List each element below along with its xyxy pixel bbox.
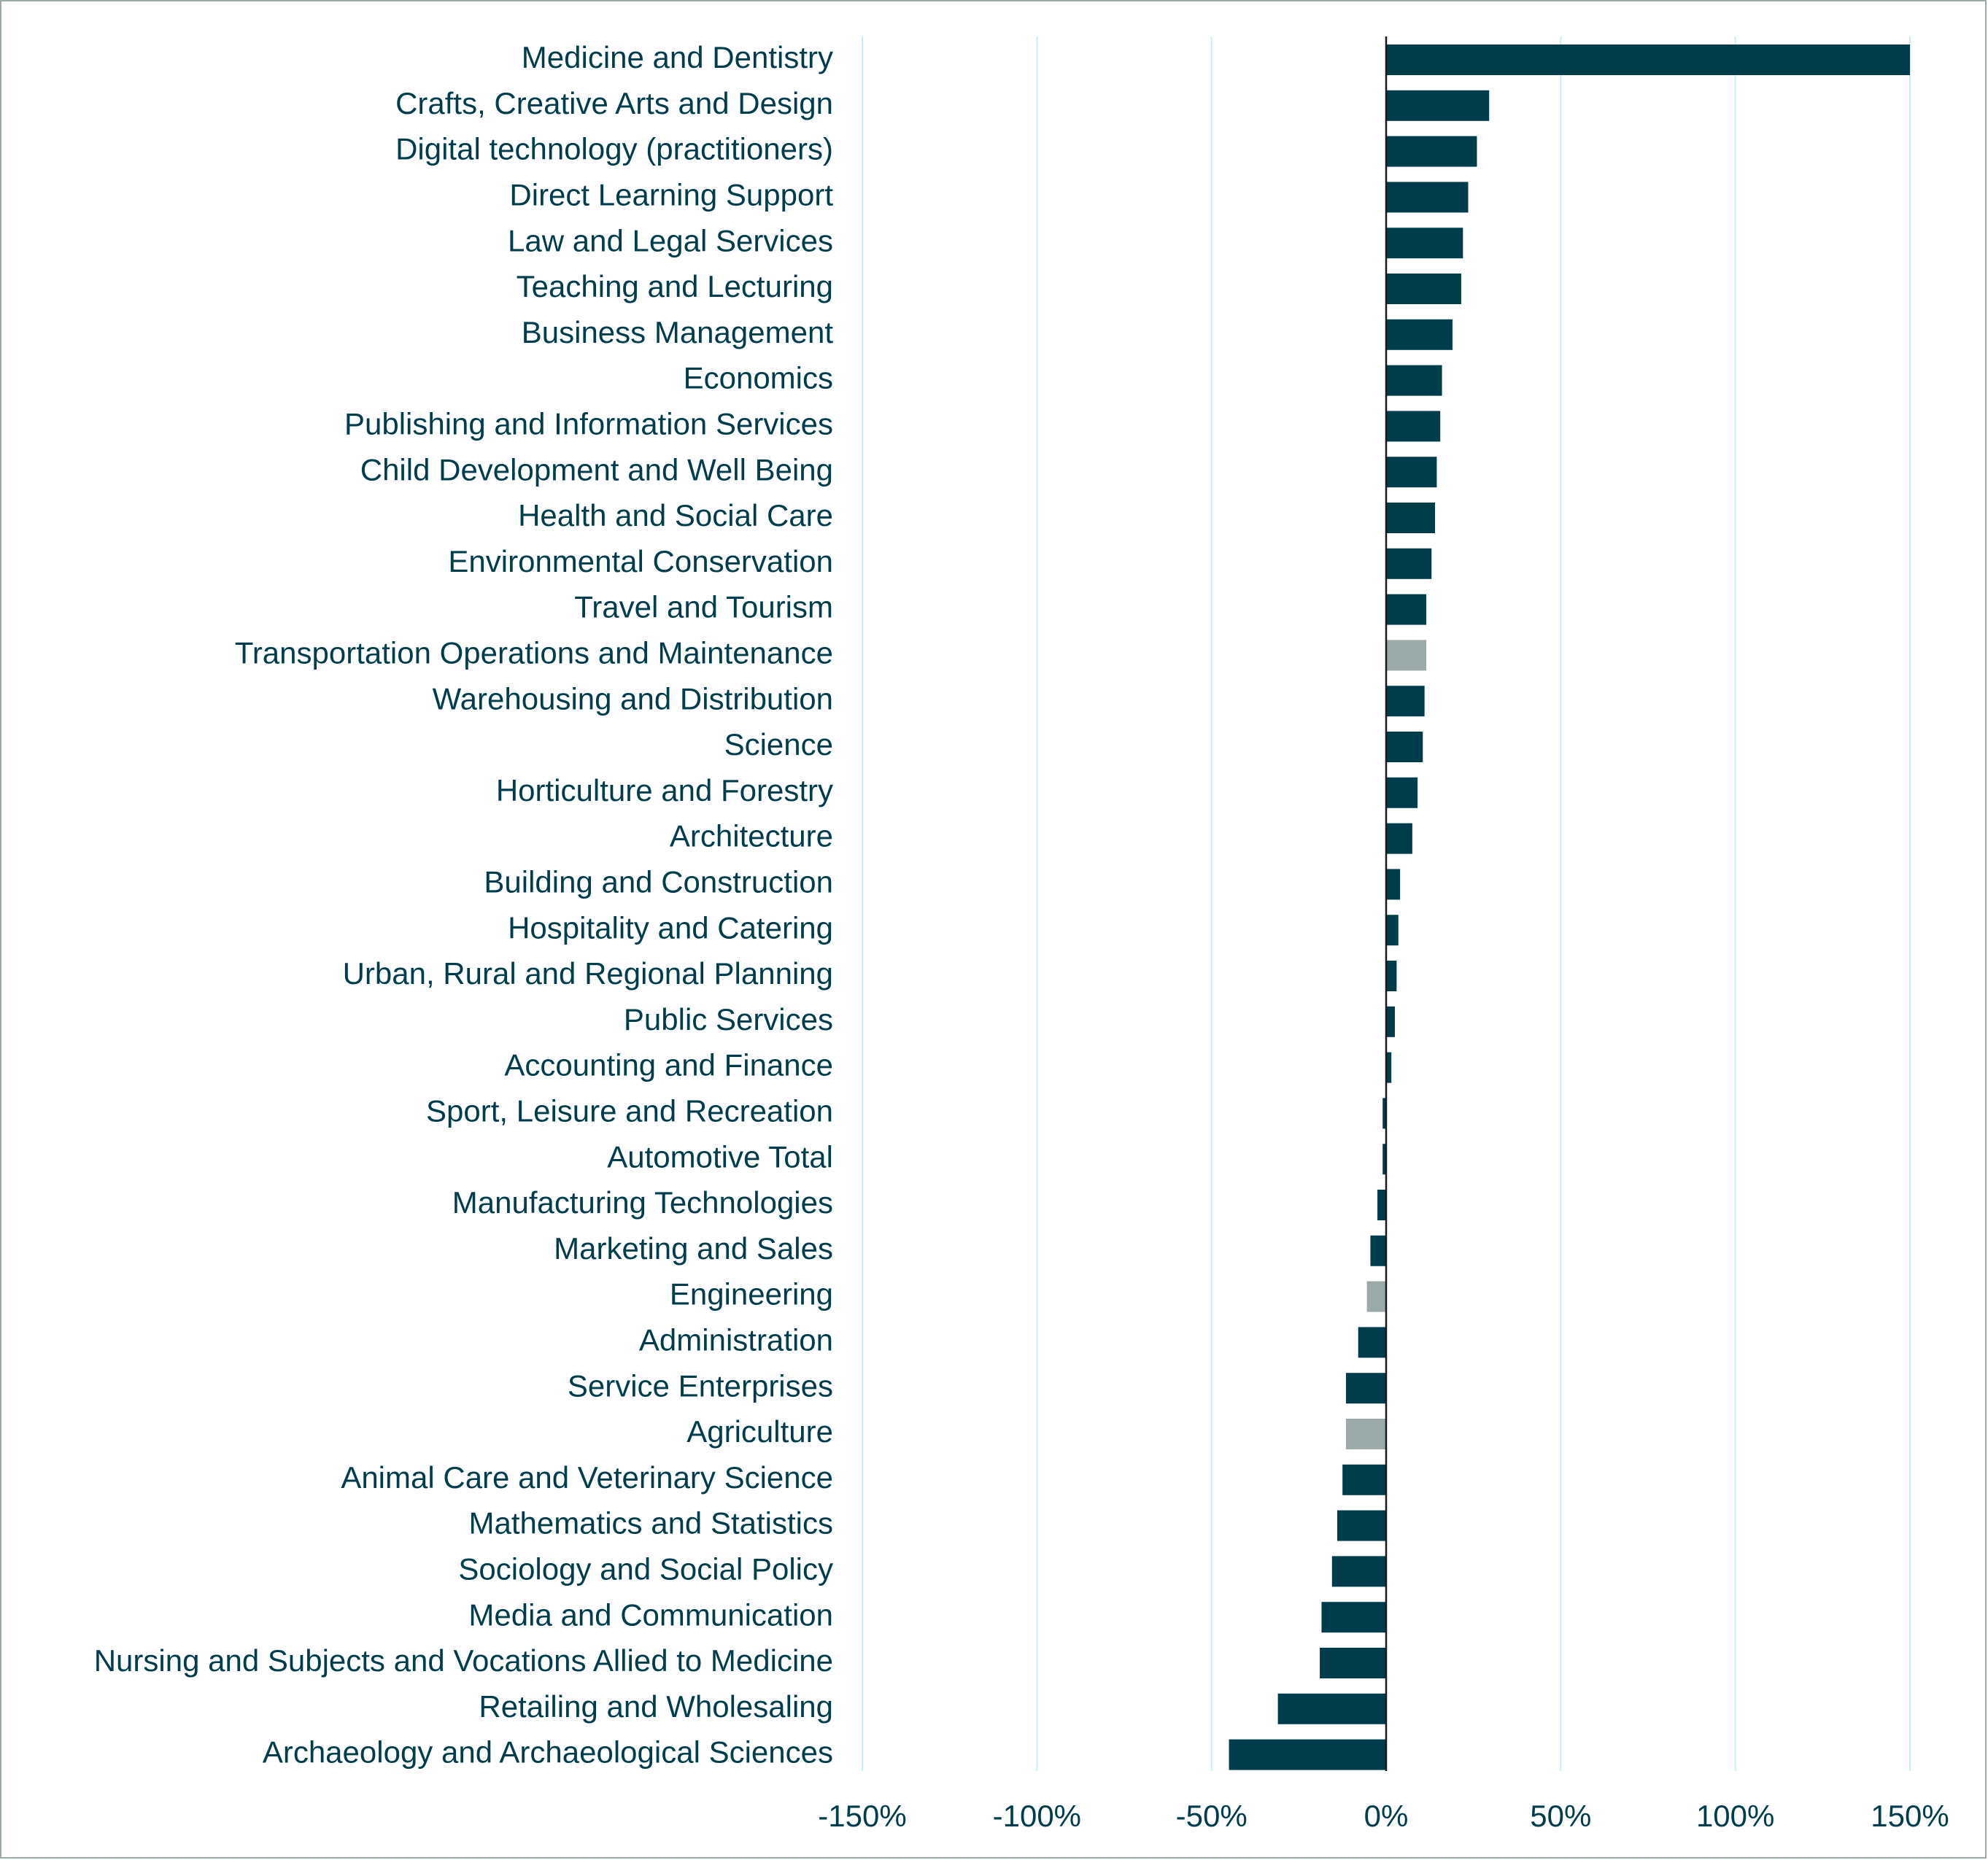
- category-label: Law and Legal Services: [508, 223, 833, 257]
- bar: [1386, 182, 1469, 213]
- category-label: Sociology and Social Policy: [458, 1551, 833, 1586]
- bar: [1345, 1419, 1386, 1449]
- bar: [1386, 411, 1441, 442]
- category-label: Travel and Tourism: [574, 590, 833, 624]
- bar: [1386, 777, 1418, 808]
- bar: [1277, 1693, 1386, 1724]
- bar: [1386, 961, 1397, 991]
- category-label: Science: [724, 727, 833, 762]
- category-label: Economics: [684, 361, 833, 395]
- bar: [1370, 1235, 1386, 1266]
- category-label: Marketing and Sales: [554, 1231, 833, 1266]
- bar: [1386, 1006, 1395, 1037]
- bar: [1386, 365, 1442, 396]
- category-label: Sport, Leisure and Recreation: [426, 1093, 833, 1128]
- category-label: Medicine and Dentistry: [522, 40, 833, 74]
- x-tick-label: -100%: [993, 1799, 1081, 1833]
- category-label: Engineering: [670, 1277, 833, 1311]
- x-tick-label: 100%: [1696, 1799, 1774, 1833]
- category-label: Child Development and Well Being: [360, 452, 833, 487]
- bar: [1358, 1327, 1386, 1358]
- category-label: Environmental Conservation: [448, 544, 833, 578]
- category-label: Warehousing and Distribution: [433, 681, 833, 716]
- category-labels: Medicine and Dentistry Crafts, Creative A…: [94, 40, 834, 1770]
- bar: [1386, 1052, 1392, 1083]
- bar: [1386, 319, 1453, 350]
- bar: [1386, 823, 1412, 854]
- bar: [1386, 915, 1399, 946]
- category-label: Mathematics and Statistics: [468, 1506, 833, 1541]
- category-label: Public Services: [624, 1002, 833, 1036]
- bar: [1386, 594, 1427, 625]
- bar: [1320, 1648, 1386, 1678]
- bar: [1386, 869, 1401, 900]
- category-label: Media and Communication: [468, 1597, 833, 1632]
- category-label: Automotive Total: [607, 1139, 833, 1174]
- bar: [1386, 228, 1463, 259]
- bar: [1377, 1190, 1386, 1220]
- bar: [1386, 136, 1477, 167]
- bar: [1382, 1098, 1386, 1129]
- category-label: Administration: [639, 1322, 833, 1357]
- bar: [1331, 1556, 1386, 1587]
- x-tick-label: -50%: [1176, 1799, 1248, 1833]
- category-label: Hospitality and Catering: [508, 910, 833, 945]
- bar: [1386, 274, 1461, 304]
- bar: [1386, 640, 1427, 671]
- category-label: Crafts, Creative Arts and Design: [395, 86, 833, 120]
- x-tick-label: 150%: [1871, 1799, 1949, 1833]
- bar: [1229, 1739, 1386, 1770]
- category-label: Retailing and Wholesaling: [479, 1689, 833, 1724]
- bar: [1386, 503, 1436, 533]
- category-label: Accounting and Finance: [504, 1048, 833, 1082]
- bar: [1366, 1281, 1386, 1312]
- x-tick-labels: -150% -100% -50% 0% 50% 100% 150%: [818, 1799, 1949, 1833]
- category-label: Urban, Rural and Regional Planning: [343, 956, 833, 991]
- category-label: Health and Social Care: [518, 498, 833, 532]
- category-label: Service Enterprises: [568, 1368, 833, 1403]
- x-tick-label: 0%: [1364, 1799, 1409, 1833]
- category-label: Transportation Operations and Maintenanc…: [235, 635, 833, 670]
- bar: [1382, 1144, 1386, 1175]
- bar: [1342, 1464, 1386, 1495]
- category-label: Publishing and Information Services: [344, 406, 833, 441]
- bar: [1345, 1373, 1386, 1404]
- category-label: Digital technology (practitioners): [395, 132, 833, 166]
- x-tick-label: 50%: [1530, 1799, 1591, 1833]
- category-label: Building and Construction: [484, 864, 833, 899]
- bar: [1337, 1510, 1386, 1541]
- bar: [1386, 732, 1423, 762]
- category-label: Teaching and Lecturing: [517, 269, 833, 303]
- bar: [1386, 686, 1425, 717]
- bar: [1386, 90, 1490, 121]
- x-tick-label: -150%: [818, 1799, 906, 1833]
- gridlines: [862, 36, 1911, 1771]
- category-label: Direct Learning Support: [509, 177, 833, 212]
- bars: [1229, 44, 1910, 1770]
- category-label: Architecture: [670, 819, 833, 853]
- bar: [1386, 457, 1437, 488]
- category-label: Manufacturing Technologies: [452, 1185, 833, 1220]
- category-label: Animal Care and Veterinary Science: [341, 1460, 833, 1495]
- category-label: Horticulture and Forestry: [496, 773, 833, 807]
- category-label: Business Management: [522, 315, 834, 349]
- bar: [1386, 44, 1910, 75]
- category-label: Nursing and Subjects and Vocations Allie…: [94, 1643, 833, 1678]
- category-label: Agriculture: [686, 1414, 833, 1449]
- category-label: Archaeology and Archaeological Sciences: [263, 1735, 833, 1770]
- bar: [1386, 548, 1432, 579]
- bar: [1321, 1602, 1386, 1633]
